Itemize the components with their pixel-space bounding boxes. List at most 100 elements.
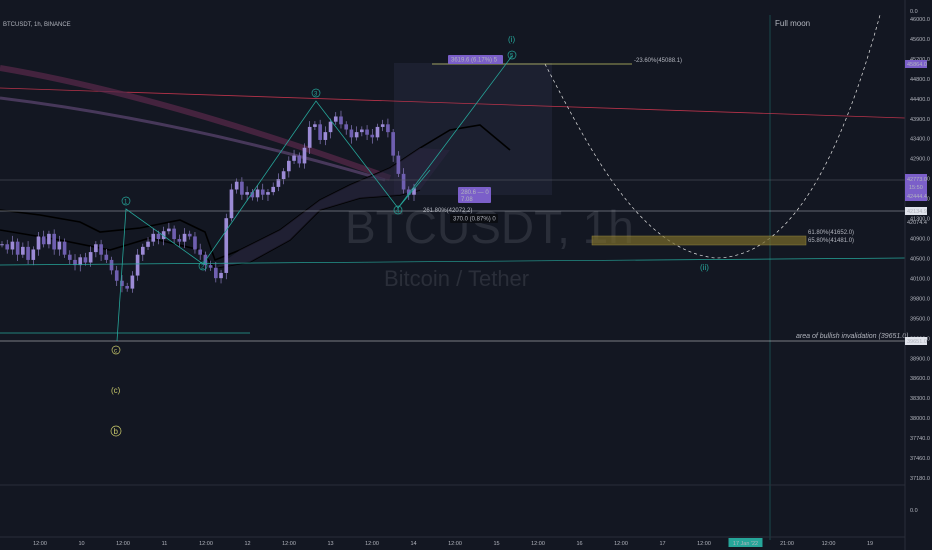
candle-body[interactable] xyxy=(161,231,166,240)
price-axis-tick: 40900.0 xyxy=(910,237,930,243)
candle-body[interactable] xyxy=(10,241,15,250)
candle-body[interactable] xyxy=(135,254,140,276)
candle-body[interactable] xyxy=(281,171,286,180)
candle-body[interactable] xyxy=(99,244,103,255)
candle-body[interactable] xyxy=(380,124,385,127)
candle-body[interactable] xyxy=(94,244,98,253)
candle-body[interactable] xyxy=(307,126,312,148)
candle-body[interactable] xyxy=(182,233,187,242)
candle-body[interactable] xyxy=(167,228,171,232)
candle-body[interactable] xyxy=(67,254,72,260)
candle-body[interactable] xyxy=(339,116,343,125)
candle-body[interactable] xyxy=(328,121,333,133)
wave-five-leg xyxy=(397,169,431,209)
watermark-symbol: BTCUSDT, 1h xyxy=(345,201,634,253)
candle-body[interactable] xyxy=(370,134,375,138)
candle-body[interactable] xyxy=(88,252,93,263)
symbol-header[interactable]: BTCUSDT, 1h, BINANCE xyxy=(3,22,71,28)
candle-body[interactable] xyxy=(313,124,317,127)
candle-body[interactable] xyxy=(360,129,364,133)
candle-body[interactable] xyxy=(140,246,145,255)
candle-body[interactable] xyxy=(187,233,192,237)
price-tag-1 xyxy=(905,60,927,68)
candle-body[interactable] xyxy=(26,246,30,260)
candle-body[interactable] xyxy=(333,116,338,122)
candle-body[interactable] xyxy=(229,189,234,219)
candle-body[interactable] xyxy=(31,249,36,260)
candle-body[interactable] xyxy=(375,126,380,138)
fib-target-zone[interactable] xyxy=(591,235,807,246)
candle-body[interactable] xyxy=(177,239,182,242)
candle-body[interactable] xyxy=(396,155,401,174)
candle-body[interactable] xyxy=(365,129,369,135)
candle-body[interactable] xyxy=(318,124,322,140)
candle-body[interactable] xyxy=(406,189,411,195)
candle-body[interactable] xyxy=(5,244,10,250)
price-axis-tick: 38300.0 xyxy=(910,396,930,402)
candle-body[interactable] xyxy=(104,254,109,260)
candle-body[interactable] xyxy=(151,233,156,242)
candle-body[interactable] xyxy=(271,186,276,193)
candle-body[interactable] xyxy=(120,280,124,286)
candle-body[interactable] xyxy=(172,228,176,240)
candle-body[interactable] xyxy=(130,275,135,289)
candle-body[interactable] xyxy=(83,257,88,263)
candle-body[interactable] xyxy=(208,265,213,268)
candle-body[interactable] xyxy=(62,241,67,255)
candle-body[interactable] xyxy=(255,189,260,198)
candle-body[interactable] xyxy=(287,160,291,172)
projection-curve[interactable] xyxy=(544,14,881,259)
candle-body[interactable] xyxy=(219,272,223,279)
candle-body[interactable] xyxy=(276,179,281,187)
candle-body[interactable] xyxy=(15,241,20,255)
candle-body[interactable] xyxy=(73,259,77,266)
time-axis-tick: 12:00 xyxy=(116,541,130,547)
candle-body[interactable] xyxy=(156,233,161,240)
candle-body[interactable] xyxy=(109,259,114,271)
candle-body[interactable] xyxy=(245,192,249,195)
candle-body[interactable] xyxy=(297,155,302,164)
price-axis-tick: 39500.0 xyxy=(910,316,930,322)
candle-body[interactable] xyxy=(302,147,307,164)
candle-body[interactable] xyxy=(412,188,416,195)
resistance-trendline[interactable] xyxy=(0,87,906,119)
candle-body[interactable] xyxy=(401,173,406,190)
candle-body[interactable] xyxy=(250,192,255,198)
candle-body[interactable] xyxy=(78,257,83,266)
candle-body[interactable] xyxy=(114,270,119,281)
wave-count-path[interactable] xyxy=(116,55,513,342)
measure-mid-text: 280.6 — 0 7.08 xyxy=(461,190,489,203)
candles[interactable] xyxy=(0,110,416,293)
candle-body[interactable] xyxy=(193,236,197,250)
price-axis-tick: 38600.0 xyxy=(910,376,930,382)
candle-body[interactable] xyxy=(36,236,41,250)
candle-body[interactable] xyxy=(266,192,270,195)
candle-body[interactable] xyxy=(323,132,328,140)
candle-body[interactable] xyxy=(349,129,354,138)
candle-body[interactable] xyxy=(292,155,296,161)
candle-body[interactable] xyxy=(386,124,390,133)
fib-mid-label: 261.80%(42072.2) xyxy=(423,208,472,214)
candle-body[interactable] xyxy=(21,246,25,255)
candle-body[interactable] xyxy=(354,132,359,138)
candle-body[interactable] xyxy=(198,249,203,255)
time-axis[interactable]: 12:00 10 12:00 11 12:00 12 12:00 13 12:00 14 12:00… xyxy=(33,538,873,547)
candle-body[interactable] xyxy=(344,124,349,130)
candle-body[interactable] xyxy=(41,236,46,245)
time-axis-tick: 12:00 xyxy=(199,541,213,547)
candle-body[interactable] xyxy=(52,233,56,250)
candle-body[interactable] xyxy=(146,241,150,247)
candle-body[interactable] xyxy=(240,181,244,195)
candle-body[interactable] xyxy=(260,189,265,195)
price-tag-2-time: 15:50 xyxy=(909,185,923,191)
candle-body[interactable] xyxy=(125,285,129,289)
candle-body[interactable] xyxy=(213,267,218,279)
candle-body[interactable] xyxy=(234,181,239,190)
candle-body[interactable] xyxy=(47,233,51,245)
support-trendline[interactable] xyxy=(0,257,906,266)
candle-body[interactable] xyxy=(224,218,229,273)
candle-body[interactable] xyxy=(391,132,395,156)
candle-body[interactable] xyxy=(0,244,4,246)
candle-body[interactable] xyxy=(57,241,62,250)
